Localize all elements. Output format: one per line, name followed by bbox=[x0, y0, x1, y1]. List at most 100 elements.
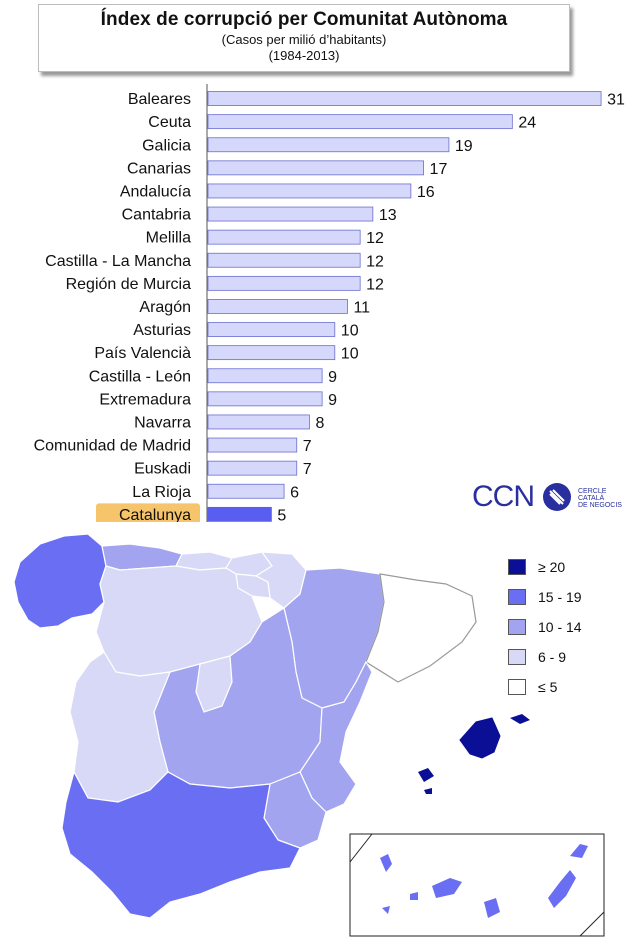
map-legend: ≥ 20 15 - 19 10 - 14 6 - 9 ≤ 5 bbox=[508, 552, 582, 702]
category-label: Ceuta bbox=[148, 114, 191, 131]
bar-value-label: 17 bbox=[430, 161, 448, 178]
region-canarias-hierro bbox=[382, 906, 390, 914]
bar-value-label: 6 bbox=[290, 484, 299, 501]
category-label: Extremadura bbox=[99, 391, 191, 408]
category-label: Asturias bbox=[133, 322, 191, 339]
category-label: Cantabria bbox=[122, 207, 191, 224]
bar-value-label: 7 bbox=[303, 461, 312, 478]
bar bbox=[207, 391, 323, 407]
bar bbox=[207, 160, 424, 176]
bar bbox=[207, 506, 272, 522]
logo-badge-icon bbox=[543, 483, 571, 511]
bar-value-label: 13 bbox=[379, 207, 397, 224]
category-label: Euskadi bbox=[134, 461, 191, 478]
legend-swatch bbox=[508, 619, 526, 635]
ccn-logo: CCN CERCLE CATALÀ DE NEGOCIS bbox=[472, 480, 631, 520]
region-baleares-formentera bbox=[424, 788, 432, 794]
region-andalucia bbox=[61, 770, 301, 919]
chart-title: Índex de corrupció per Comunitat Autònom… bbox=[100, 9, 508, 30]
legend-swatch bbox=[508, 559, 526, 575]
legend-item: ≤ 5 bbox=[508, 672, 582, 702]
bar bbox=[207, 91, 602, 106]
category-label: Baleares bbox=[128, 91, 191, 108]
bar bbox=[207, 322, 336, 337]
region-canarias-tenerife bbox=[432, 878, 462, 898]
bar-value-label: 12 bbox=[366, 276, 384, 293]
chart-period: (1984-2013) bbox=[268, 48, 340, 63]
legend-label: ≥ 20 bbox=[538, 559, 566, 575]
legend-swatch bbox=[508, 589, 526, 605]
bar-value-label: 8 bbox=[315, 415, 324, 432]
bar bbox=[207, 252, 361, 268]
region-baleares-ibiza bbox=[418, 768, 434, 782]
legend-label: 10 - 14 bbox=[538, 619, 582, 635]
legend-label: 15 - 19 bbox=[538, 589, 582, 605]
category-label: Navarra bbox=[134, 414, 191, 431]
region-baleares-menorca bbox=[510, 714, 530, 724]
highlight-label-background bbox=[96, 503, 200, 522]
region-catalunya bbox=[365, 573, 477, 683]
bar-value-label: 24 bbox=[518, 115, 536, 132]
category-label: Aragón bbox=[139, 299, 191, 316]
bar bbox=[207, 183, 412, 199]
bar bbox=[207, 414, 310, 430]
bar-value-label: 12 bbox=[366, 253, 384, 270]
bar bbox=[207, 206, 374, 222]
logo-tagline-line3: DE NEGOCIS bbox=[578, 502, 622, 509]
canarias-inset-corner bbox=[349, 833, 373, 863]
legend-label: ≤ 5 bbox=[538, 679, 558, 695]
bar-value-label: 16 bbox=[417, 184, 435, 201]
category-label: Castilla - León bbox=[89, 368, 191, 385]
logo-tagline: CERCLE CATALÀ DE NEGOCIS bbox=[578, 488, 622, 509]
region-navarra bbox=[254, 551, 307, 609]
bar bbox=[207, 114, 513, 130]
spain-map bbox=[13, 533, 605, 937]
canarias-inset-corner-br bbox=[579, 911, 605, 937]
bar bbox=[207, 483, 285, 499]
category-label: Comunidad de Madrid bbox=[34, 438, 191, 455]
logo-tagline-line2: CATALÀ bbox=[578, 495, 605, 502]
chart-subtitle: (Casos per milió d’habitants) bbox=[221, 32, 387, 47]
bar bbox=[207, 368, 323, 384]
bar-value-label: 10 bbox=[341, 323, 359, 340]
bar-value-label: 9 bbox=[328, 392, 337, 409]
region-extremadura bbox=[69, 651, 171, 803]
bar-value-label: 11 bbox=[353, 299, 370, 316]
legend-item: 15 - 19 bbox=[508, 582, 582, 612]
bar bbox=[207, 229, 361, 245]
category-label: Melilla bbox=[146, 230, 191, 247]
category-label: Galicia bbox=[142, 137, 191, 154]
category-label: La Rioja bbox=[132, 484, 191, 501]
legend-swatch bbox=[508, 679, 526, 695]
bar bbox=[207, 437, 298, 453]
bar bbox=[207, 345, 336, 361]
bar bbox=[207, 299, 348, 314]
category-label: Catalunya bbox=[119, 507, 191, 522]
bar-value-label: 31 bbox=[607, 92, 625, 109]
region-baleares-mallorca bbox=[459, 717, 501, 759]
bar-value-label: 19 bbox=[455, 138, 473, 155]
legend-item: ≥ 20 bbox=[508, 552, 582, 582]
category-label: País Valencià bbox=[94, 345, 191, 362]
category-label: Castilla - La Mancha bbox=[45, 253, 191, 270]
legend-item: 10 - 14 bbox=[508, 612, 582, 642]
legend-swatch bbox=[508, 649, 526, 665]
bar bbox=[207, 275, 361, 291]
title-box: Índex de corrupció per Comunitat Autònom… bbox=[38, 4, 570, 72]
bar-value-label: 9 bbox=[328, 369, 337, 386]
region-canarias-fuerteventura bbox=[548, 870, 576, 908]
logo-tagline-line1: CERCLE bbox=[578, 488, 607, 495]
region-canarias-grancanaria bbox=[484, 898, 500, 918]
region-canarias-lapalma bbox=[380, 854, 392, 872]
bar-value-label: 7 bbox=[303, 438, 312, 455]
category-label: Andalucía bbox=[120, 183, 191, 200]
region-canarias-gomera bbox=[410, 892, 418, 900]
logo-wordmark: CCN bbox=[472, 480, 535, 513]
bar-value-label: 12 bbox=[366, 230, 384, 247]
legend-label: 6 - 9 bbox=[538, 649, 567, 665]
bar-chart: Baleares 31 Ceuta 24 Galicia 19 Canarias 17 Anda… bbox=[34, 84, 625, 522]
category-label: Canarias bbox=[127, 160, 191, 177]
bar-value-label: 5 bbox=[277, 507, 286, 522]
region-canarias-lanzarote bbox=[570, 844, 588, 858]
region-galicia bbox=[13, 533, 107, 629]
